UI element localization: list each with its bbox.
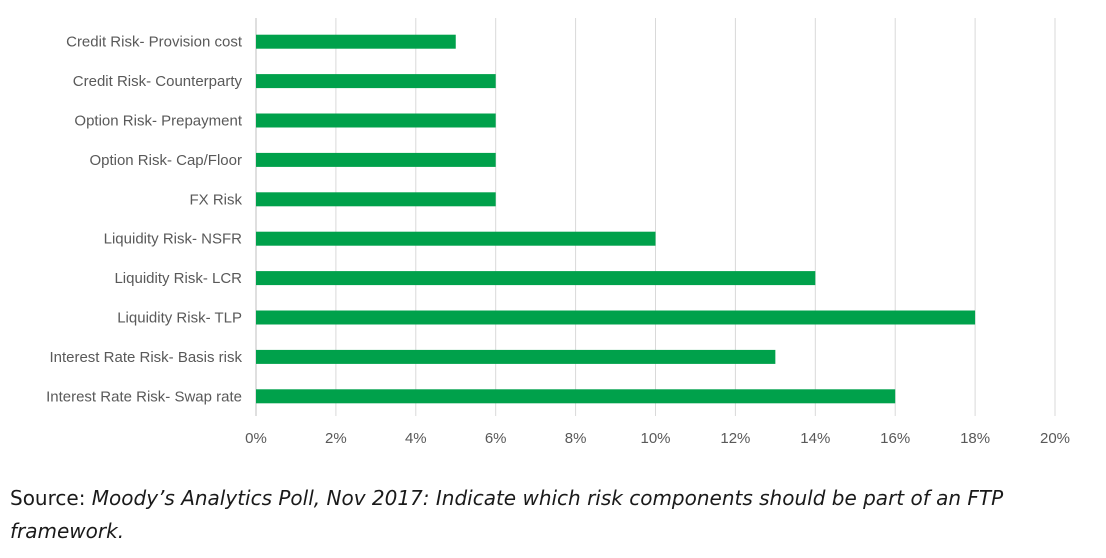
bars — [256, 34, 976, 404]
caption-text: Moody’s Analytics Poll, Nov 2017: Indica… — [10, 486, 1004, 543]
category-label: Liquidity Risk- NSFR — [104, 231, 243, 248]
category-label: Credit Risk- Counterparty — [73, 73, 243, 90]
x-axis-tick-labels: 0% 2% 4% 6% 8% 10% 12% 14% 16% 18% 20% — [245, 430, 1070, 447]
bar — [256, 271, 816, 286]
source-caption: Source: Moody’s Analytics Poll, Nov 2017… — [10, 482, 1010, 548]
bar-chart: Credit Risk- Provision cost Credit Risk- … — [46, 18, 1070, 447]
caption-prefix: Source: — [10, 486, 92, 510]
bar — [256, 113, 496, 128]
category-label: Option Risk- Cap/Floor — [89, 152, 242, 169]
bar — [256, 152, 496, 167]
x-tick-label: 18% — [960, 430, 990, 447]
bar — [256, 34, 456, 49]
category-label: Option Risk- Prepayment — [74, 113, 242, 130]
x-tick-label: 8% — [565, 430, 587, 447]
category-labels: Credit Risk- Provision cost Credit Risk- … — [46, 34, 243, 406]
x-tick-label: 4% — [405, 430, 427, 447]
category-label: Liquidity Risk- LCR — [114, 270, 242, 287]
x-tick-label: 20% — [1040, 430, 1070, 447]
category-label: Liquidity Risk- TLP — [117, 310, 242, 327]
bar — [256, 310, 976, 325]
category-label: Credit Risk- Provision cost — [66, 34, 243, 51]
bar — [256, 231, 656, 246]
x-tick-label: 12% — [720, 430, 750, 447]
category-label: Interest Rate Risk- Swap rate — [46, 388, 242, 405]
x-tick-label: 0% — [245, 430, 267, 447]
bar — [256, 389, 896, 404]
category-label: Interest Rate Risk- Basis risk — [49, 349, 242, 366]
bar — [256, 74, 496, 89]
chart: Credit Risk- Provision cost Credit Risk- … — [46, 18, 1070, 447]
category-label: FX Risk — [190, 191, 243, 208]
bar — [256, 192, 496, 207]
bar — [256, 349, 776, 364]
x-tick-label: 14% — [800, 430, 830, 447]
x-tick-label: 2% — [325, 430, 347, 447]
x-tick-label: 16% — [880, 430, 910, 447]
x-tick-label: 10% — [640, 430, 670, 447]
x-tick-label: 6% — [485, 430, 507, 447]
